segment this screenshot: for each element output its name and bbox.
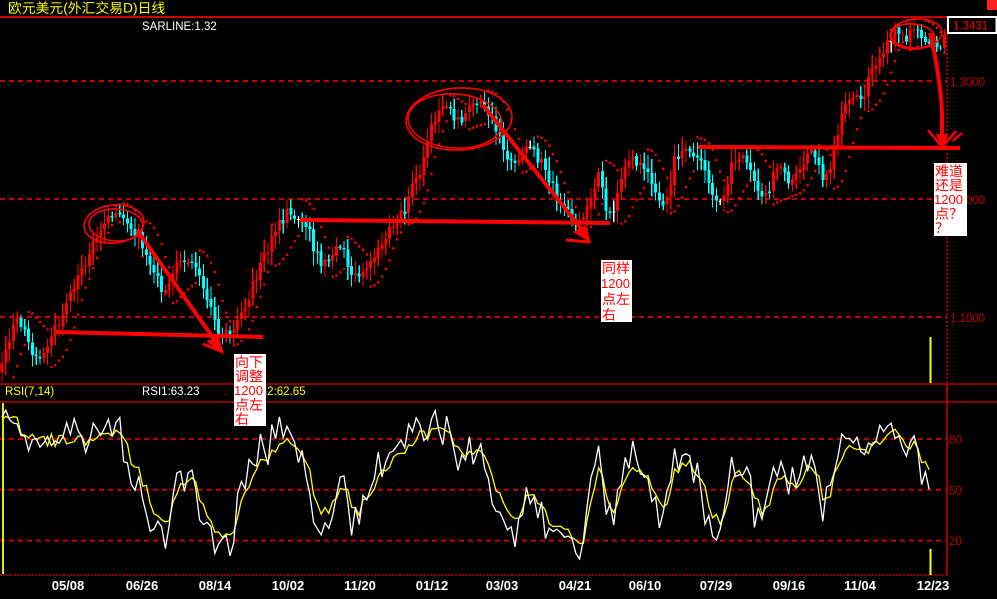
svg-text:09/16: 09/16: [773, 578, 806, 593]
svg-text:1.3431: 1.3431: [953, 21, 988, 33]
svg-text:RSI(7,14): RSI(7,14): [5, 386, 54, 398]
svg-text:(: (: [63, 0, 68, 15]
svg-text:06/26: 06/26: [126, 578, 159, 593]
svg-text:11/04: 11/04: [844, 578, 877, 593]
svg-text:RSI1:63.23: RSI1:63.23: [142, 386, 200, 398]
svg-text:12/23: 12/23: [917, 578, 950, 593]
svg-text:1.1000: 1.1000: [950, 313, 985, 325]
svg-text:08/14: 08/14: [199, 578, 232, 593]
svg-text:D): D): [123, 0, 138, 15]
svg-text:03/03: 03/03: [486, 578, 519, 593]
svg-text:1.3000: 1.3000: [950, 77, 985, 89]
svg-text:06/10: 06/10: [629, 578, 662, 593]
svg-text:SARLINE:1.32: SARLINE:1.32: [142, 21, 217, 33]
svg-text:07/29: 07/29: [700, 578, 733, 593]
svg-text:20: 20: [949, 536, 962, 548]
svg-text:50: 50: [949, 485, 962, 497]
svg-text:10/02: 10/02: [272, 578, 305, 593]
svg-text:01/12: 01/12: [416, 578, 449, 593]
svg-text:1200: 1200: [601, 276, 630, 291]
svg-text:1200: 1200: [234, 383, 263, 398]
svg-text:05/08: 05/08: [52, 578, 85, 593]
svg-text:1200: 1200: [934, 192, 963, 207]
svg-text:04/21: 04/21: [559, 578, 592, 593]
svg-text:11/20: 11/20: [344, 578, 376, 593]
svg-text:80: 80: [949, 434, 962, 446]
